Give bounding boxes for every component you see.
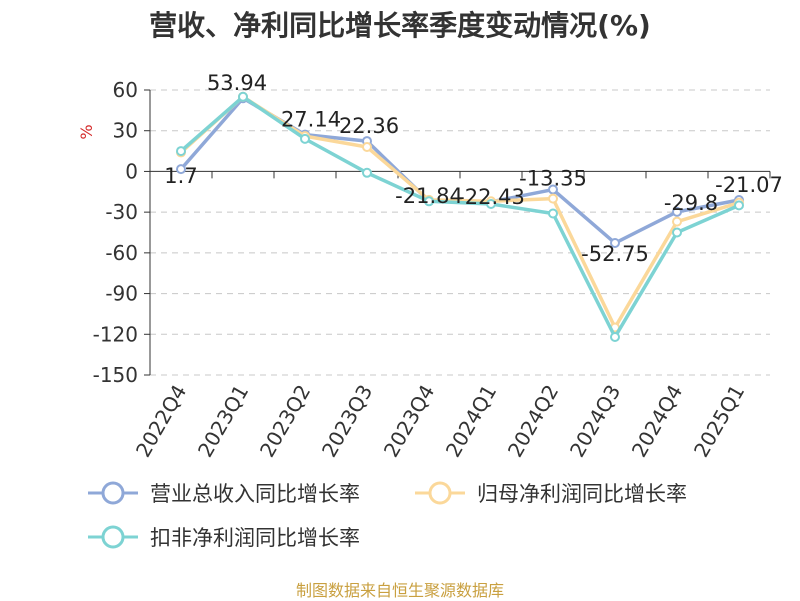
y-tick-label: 60 bbox=[113, 78, 138, 102]
y-tick-label: -90 bbox=[105, 282, 138, 306]
x-tick-label: 2022Q4 bbox=[131, 381, 191, 462]
series-point bbox=[548, 208, 558, 219]
data-label: 1.7 bbox=[164, 164, 197, 188]
legend-label[interactable]: 归母净利润同比增长率 bbox=[477, 482, 687, 506]
x-tick-label: 2023Q2 bbox=[255, 381, 315, 462]
series-point bbox=[548, 184, 558, 195]
legend-label[interactable]: 扣非净利润同比增长率 bbox=[150, 526, 360, 550]
data-label: -13.35 bbox=[519, 167, 587, 191]
chart-title: 营收、净利同比增长率季度变动情况(%) bbox=[149, 9, 651, 42]
x-tick-labels: 2022Q4 2023Q1 2023Q2 2023Q3 2023Q4 2024Q1 2024… bbox=[131, 381, 749, 462]
x-tick-label: 2023Q4 bbox=[379, 381, 439, 462]
series-point bbox=[300, 133, 310, 144]
series-point bbox=[176, 164, 186, 175]
y-tick-label: 30 bbox=[113, 119, 138, 143]
series-line bbox=[179, 95, 740, 339]
legend-swatch-marker bbox=[101, 525, 125, 549]
x-tick-label: 2024Q3 bbox=[565, 381, 625, 462]
series-point bbox=[362, 142, 372, 152]
series-point bbox=[176, 146, 186, 157]
legend-label[interactable]: 营业总收入同比增长率 bbox=[150, 482, 360, 506]
series-point bbox=[238, 91, 248, 102]
series-point bbox=[734, 200, 744, 211]
grid-lines bbox=[150, 89, 770, 376]
x-tick-label: 2025Q1 bbox=[689, 381, 749, 462]
series-point bbox=[672, 227, 682, 238]
data-label: -22.43 bbox=[457, 185, 525, 209]
y-tick-label: -60 bbox=[105, 241, 138, 265]
data-label: -21.07 bbox=[715, 173, 783, 197]
series-point bbox=[672, 206, 682, 217]
x-tick-label: 2023Q3 bbox=[317, 381, 377, 462]
x-tick-label: 2024Q4 bbox=[627, 381, 687, 462]
series-point bbox=[610, 332, 620, 342]
y-tick-label: 0 bbox=[125, 159, 138, 183]
y-axis-unit: % bbox=[77, 124, 96, 139]
legend-swatch-marker bbox=[101, 481, 125, 505]
series-point bbox=[548, 193, 558, 204]
series-point bbox=[424, 196, 434, 207]
series-lines bbox=[176, 91, 744, 342]
legend-swatch-marker bbox=[428, 481, 452, 505]
y-tick-label: -120 bbox=[93, 322, 138, 346]
x-tick-label: 2024Q2 bbox=[503, 381, 563, 462]
y-tick-label: -150 bbox=[93, 363, 138, 387]
series-line bbox=[179, 96, 740, 245]
data-label: 27.14 bbox=[281, 108, 341, 132]
y-tick-label: -30 bbox=[105, 200, 138, 224]
series-point bbox=[610, 238, 620, 249]
data-label: -52.75 bbox=[581, 242, 649, 266]
series-point bbox=[362, 167, 372, 178]
data-label: 22.36 bbox=[339, 114, 399, 138]
x-tick-label: 2024Q1 bbox=[441, 381, 501, 462]
series-point bbox=[672, 216, 682, 227]
data-label: -21.84 bbox=[395, 184, 463, 208]
data-label: 53.94 bbox=[207, 71, 267, 95]
x-tick-label: 2023Q1 bbox=[193, 381, 253, 462]
series-point bbox=[486, 199, 496, 209]
source-footer: 制图数据来自恒生聚源数据库 bbox=[295, 581, 504, 600]
data-label: -29.8 bbox=[664, 191, 718, 215]
y-tick-labels: 60 30 0 -30 -60 -90 -120 -150 bbox=[93, 78, 138, 387]
